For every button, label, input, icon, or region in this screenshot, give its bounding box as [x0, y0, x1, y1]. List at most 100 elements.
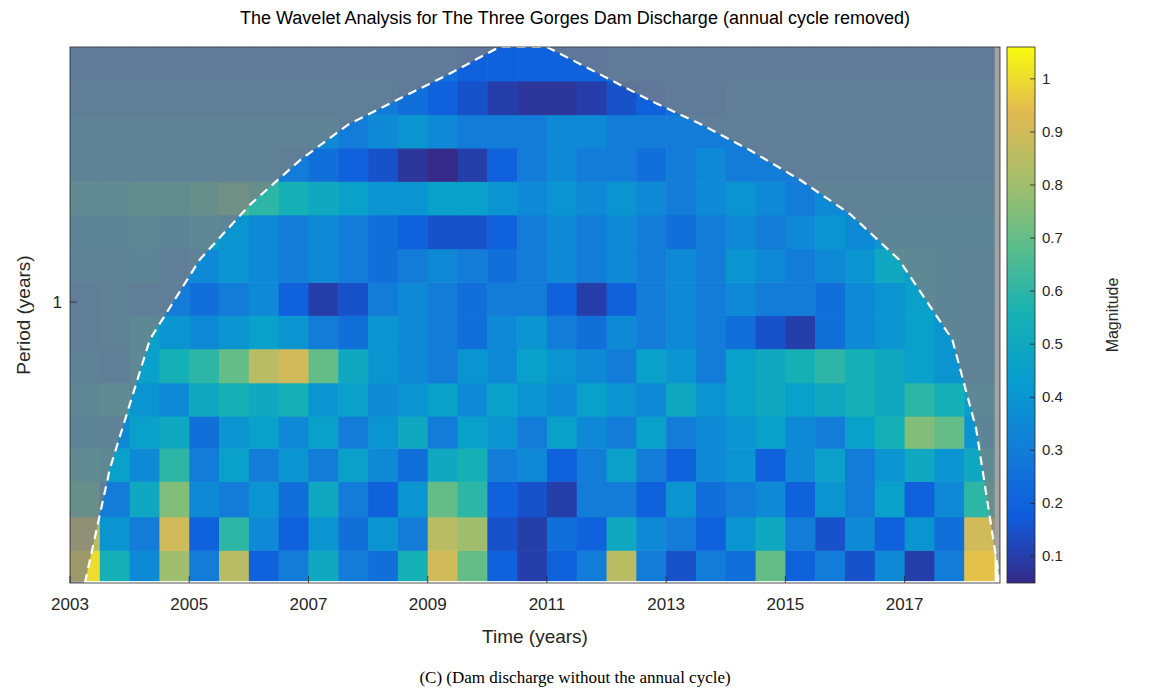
heatmap-cell: [756, 249, 786, 283]
heatmap-cell: [785, 315, 815, 349]
heatmap-cell: [875, 550, 905, 581]
heatmap-cell: [696, 517, 726, 551]
heatmap-cell: [219, 282, 249, 316]
heatmap-cell: [845, 481, 875, 517]
heatmap-cell: [875, 481, 905, 517]
heatmap-cell: [279, 481, 309, 517]
x-tick-label: 2011: [529, 595, 566, 614]
heatmap-cell: [189, 481, 219, 517]
heatmap-cell: [547, 383, 577, 417]
heatmap-cell: [458, 215, 488, 249]
heatmap-cell: [756, 550, 786, 581]
heatmap-cell: [577, 282, 607, 316]
colorbar-tick: [1030, 131, 1035, 132]
heatmap-cell: [338, 349, 368, 384]
heatmap-cell: [130, 517, 160, 551]
heatmap-cell: [636, 550, 666, 581]
heatmap-cell: [249, 315, 279, 349]
heatmap-cell: [756, 315, 786, 349]
heatmap-cell: [607, 249, 637, 283]
heatmap-cell: [249, 349, 279, 384]
heatmap-cell: [726, 517, 756, 551]
heatmap-cell: [338, 215, 368, 249]
heatmap-cell: [458, 416, 488, 449]
heatmap-cell: [130, 448, 160, 482]
heatmap-cell: [308, 148, 338, 182]
heatmap-cell: [130, 550, 160, 581]
heatmap-cell: [398, 315, 428, 349]
heatmap-cell: [279, 416, 309, 449]
colorbar-tick-label: 1: [1042, 70, 1050, 87]
heatmap-cell: [756, 448, 786, 482]
heatmap-cell: [159, 349, 189, 384]
heatmap-cell: [428, 282, 458, 316]
heatmap-cell: [875, 517, 905, 551]
y-tick: [70, 302, 77, 303]
heatmap-cell: [607, 215, 637, 249]
heatmap-cell: [636, 215, 666, 249]
heatmap-cell: [756, 383, 786, 417]
heatmap-cell: [547, 517, 577, 551]
heatmap-cell: [785, 416, 815, 449]
heatmap-cell: [815, 215, 845, 249]
heatmap-cell: [517, 81, 547, 115]
y-axis-title: Period (years): [13, 255, 34, 374]
heatmap-cell: [875, 448, 905, 482]
heatmap-cell: [547, 148, 577, 182]
heatmap-cell: [934, 481, 964, 517]
heatmap-cell: [428, 550, 458, 581]
x-tick: [785, 576, 786, 583]
heatmap-cell: [934, 416, 964, 449]
heatmap-cell: [159, 448, 189, 482]
heatmap-cell: [577, 215, 607, 249]
heatmap-cell: [308, 517, 338, 551]
heatmap-cell: [577, 315, 607, 349]
heatmap-cell: [726, 215, 756, 249]
heatmap-cell: [189, 282, 219, 316]
colorbar-tick-label: 0.3: [1042, 441, 1063, 458]
x-tick: [70, 576, 71, 583]
heatmap-cell: [547, 215, 577, 249]
heatmap-cell: [726, 481, 756, 517]
heatmap-cell: [666, 215, 696, 249]
heatmap-cell: [219, 550, 249, 581]
heatmap-cell: [189, 550, 219, 581]
heatmap-cell: [666, 282, 696, 316]
heatmap-cell: [905, 315, 935, 349]
heatmap-cell: [458, 448, 488, 482]
heatmap-cell: [815, 416, 845, 449]
heatmap-cell: [368, 315, 398, 349]
heatmap-cell: [845, 517, 875, 551]
heatmap-cell: [308, 481, 338, 517]
colorbar-tick: [1030, 291, 1035, 292]
heatmap-cell: [726, 181, 756, 215]
heatmap-cell: [368, 148, 398, 182]
heatmap-cell: [547, 81, 577, 115]
heatmap-cell: [577, 249, 607, 283]
heatmap-cell: [249, 550, 279, 581]
heatmap-cell: [338, 416, 368, 449]
heatmap-cell: [815, 448, 845, 482]
colorbar-tick: [1030, 344, 1035, 345]
heatmap-cell: [815, 517, 845, 551]
heatmap-cell: [249, 416, 279, 449]
heatmap-cell: [398, 517, 428, 551]
background: [0, 0, 1150, 695]
heatmap-cell: [607, 550, 637, 581]
heatmap-cell: [517, 383, 547, 417]
heatmap-cell: [398, 148, 428, 182]
heatmap-cell: [428, 416, 458, 449]
x-tick-label: 2005: [170, 595, 208, 614]
heatmap-cell: [577, 148, 607, 182]
heatmap-cell: [666, 517, 696, 551]
heatmap-cell: [815, 481, 845, 517]
chart: 200320052007200920112013201520171The Wav…: [0, 0, 1150, 695]
heatmap-cell: [338, 448, 368, 482]
heatmap-cell: [338, 481, 368, 517]
heatmap-cell: [368, 349, 398, 384]
heatmap-cell: [458, 181, 488, 215]
chart-title: The Wavelet Analysis for The Three Gorge…: [240, 8, 910, 28]
heatmap-cell: [308, 282, 338, 316]
heatmap-cell: [696, 481, 726, 517]
heatmap-cell: [696, 215, 726, 249]
